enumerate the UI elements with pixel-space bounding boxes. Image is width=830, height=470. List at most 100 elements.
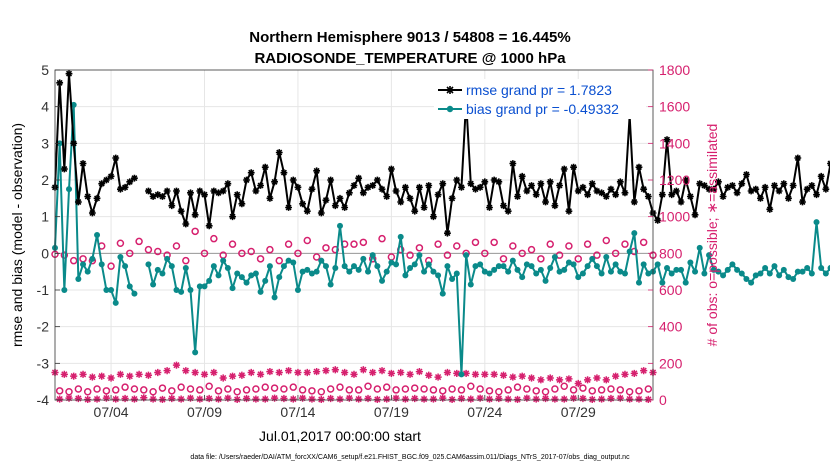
bias-point (407, 265, 414, 271)
obs-possible-marker (135, 237, 143, 246)
bias-point (575, 274, 582, 281)
rmse-point (602, 193, 610, 200)
obs-assimilated-marker (626, 395, 634, 403)
obs-possible-marker (467, 382, 475, 390)
rmse-point (373, 176, 381, 184)
obs-assimilated-marker (322, 367, 330, 375)
rmse-point (743, 171, 750, 178)
rmse-point (453, 176, 461, 184)
bias-point (182, 265, 189, 271)
bias-point (500, 263, 507, 270)
bias-point (439, 290, 446, 297)
obs-possible-marker (532, 387, 540, 395)
bias-point (444, 263, 451, 270)
rmse-point (761, 183, 769, 191)
bias-point (472, 263, 479, 270)
bias-point (491, 266, 498, 273)
bias-point (126, 283, 133, 290)
right-y-axis-label: # of obs: o=possible; ∗=assimilated (704, 124, 720, 347)
rmse-point (710, 185, 718, 193)
rmse-point (546, 178, 554, 186)
obs-assimilated-marker (345, 394, 353, 402)
obs-assimilated-marker (163, 367, 171, 375)
obs-assimilated-marker (565, 375, 573, 383)
rmse-point (574, 187, 582, 195)
bias-point (556, 268, 563, 275)
rmse-point (430, 213, 437, 221)
obs-assimilated-marker (429, 395, 438, 403)
rmse-point (570, 163, 577, 171)
rmse-point (766, 205, 774, 213)
bias-point (210, 263, 217, 270)
rmse-point (131, 174, 138, 182)
left-y-tick-label: -2 (37, 319, 50, 335)
obs-possible-marker (382, 383, 391, 391)
obs-possible-marker (298, 386, 307, 394)
bias-point (678, 266, 685, 273)
rmse-point (672, 187, 680, 195)
obs-possible-marker (560, 382, 568, 390)
obs-assimilated-marker (569, 394, 578, 402)
rmse-point (705, 185, 713, 193)
obs-possible-marker (158, 384, 167, 392)
rmse-point (229, 213, 236, 221)
obs-possible-marker (177, 383, 185, 391)
rmse-point (738, 180, 746, 188)
obs-assimilated-marker (317, 395, 325, 404)
obs-possible-marker (205, 382, 213, 390)
obs-possible-marker (509, 242, 517, 250)
rmse-point (747, 187, 755, 195)
obs-assimilated-marker (158, 395, 167, 404)
obs-assimilated-marker (383, 395, 391, 403)
obs-possible-marker (565, 242, 573, 250)
bias-point (206, 277, 213, 284)
bias-point (276, 274, 283, 281)
obs-assimilated-marker (98, 372, 106, 380)
obs-possible-marker (611, 249, 620, 258)
rmse-point (350, 182, 358, 189)
obs-possible-marker (350, 240, 358, 248)
obs-assimilated-marker (331, 366, 339, 374)
obs-assimilated-marker (504, 395, 512, 403)
bias-point (790, 276, 797, 282)
bias-point (294, 287, 301, 293)
bias-point (640, 261, 647, 268)
left-y-tick-label: -3 (37, 355, 50, 371)
obs-assimilated-marker (495, 394, 503, 403)
obs-assimilated-marker (200, 370, 209, 378)
rmse-point (327, 176, 335, 184)
bias-point (664, 265, 671, 271)
obs-possible-marker (644, 385, 653, 393)
obs-possible-marker (200, 249, 209, 258)
obs-possible-marker (481, 249, 489, 258)
rmse-point (551, 202, 559, 210)
obs-possible-marker (378, 234, 386, 243)
bias-point (458, 371, 465, 378)
rmse-point (472, 185, 479, 193)
rmse-point (359, 189, 367, 197)
rmse-point (696, 180, 704, 188)
rmse-point (112, 154, 120, 162)
bias-point (626, 248, 633, 255)
rmse-point (528, 182, 535, 189)
bias-point (383, 268, 390, 275)
rmse-point (341, 204, 349, 211)
obs-assimilated-marker (102, 394, 110, 402)
obs-possible-marker (83, 388, 92, 396)
obs-assimilated-marker (499, 371, 508, 379)
rmse-point (616, 178, 624, 186)
bias-point (603, 254, 610, 260)
x-tick-label: 07/24 (467, 404, 502, 420)
obs-possible-marker (448, 385, 456, 393)
obs-possible-marker (130, 385, 139, 393)
obs-assimilated-marker (490, 370, 498, 378)
obs-possible-marker (322, 244, 330, 252)
obs-assimilated-marker (210, 368, 218, 377)
rmse-point (556, 182, 563, 189)
rmse-point (635, 163, 643, 171)
obs-assimilated-marker (284, 367, 293, 375)
bias-point (108, 287, 115, 293)
bias-point (66, 186, 73, 193)
obs-possible-marker (471, 238, 480, 247)
